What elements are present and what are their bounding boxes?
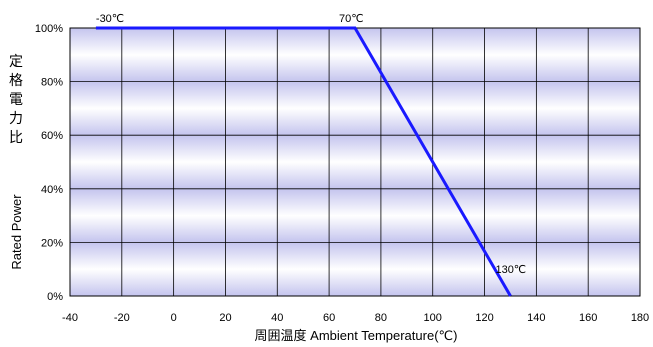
y-tick-label: 40% bbox=[41, 184, 63, 196]
series-line bbox=[95, 26, 512, 297]
y-axis-label-char: 定 bbox=[9, 53, 23, 69]
x-tick-label: 20 bbox=[219, 312, 231, 324]
y-tick-label: 0% bbox=[47, 291, 63, 303]
x-tick-labels: -40 -20 0 20 40 60 80 100 120 140 160 180 bbox=[62, 312, 649, 324]
x-axis-label: 周囲温度 Ambient Temperature(℃) bbox=[255, 328, 458, 343]
x-tick-label: 40 bbox=[271, 312, 283, 324]
annotation-label: -30℃ bbox=[96, 13, 124, 25]
x-tick-label: 140 bbox=[527, 312, 545, 324]
plot-band bbox=[70, 135, 640, 189]
annotation-label: 130℃ bbox=[495, 264, 526, 276]
x-tick-label: 180 bbox=[631, 312, 649, 324]
x-tick-label: 60 bbox=[323, 312, 335, 324]
plot-band bbox=[70, 81, 640, 136]
plot-background bbox=[70, 28, 640, 296]
y-tick-label: 60% bbox=[41, 130, 63, 142]
y-axis-label-english: Rated Power bbox=[9, 194, 24, 270]
x-tick-label: 120 bbox=[475, 312, 493, 324]
x-tick-label: 100 bbox=[424, 312, 442, 324]
annotation-label: 70℃ bbox=[339, 13, 364, 25]
series-layer bbox=[95, 26, 512, 297]
plot-band bbox=[70, 28, 640, 82]
y-tick-label: 80% bbox=[41, 77, 63, 89]
x-tick-label: 160 bbox=[579, 312, 597, 324]
plot-band bbox=[70, 188, 640, 243]
y-axis-label-char: 電 bbox=[9, 91, 23, 107]
y-axis-label-char: 比 bbox=[9, 129, 23, 145]
x-tick-label: 0 bbox=[171, 312, 177, 324]
annotations: -30℃ 70℃ 130℃ bbox=[96, 13, 526, 276]
x-tick-label: -20 bbox=[114, 312, 130, 324]
x-tick-label: 80 bbox=[375, 312, 387, 324]
y-tick-label: 20% bbox=[41, 237, 63, 249]
y-axis-label-char: 力 bbox=[9, 110, 23, 126]
y-axis-label-char: 格 bbox=[9, 72, 23, 88]
x-tick-label: -40 bbox=[62, 312, 78, 324]
y-tick-labels: 0% 20% 40% 60% 80% 100% bbox=[35, 23, 63, 303]
plot-band bbox=[70, 242, 640, 296]
y-tick-label: 100% bbox=[35, 23, 63, 35]
